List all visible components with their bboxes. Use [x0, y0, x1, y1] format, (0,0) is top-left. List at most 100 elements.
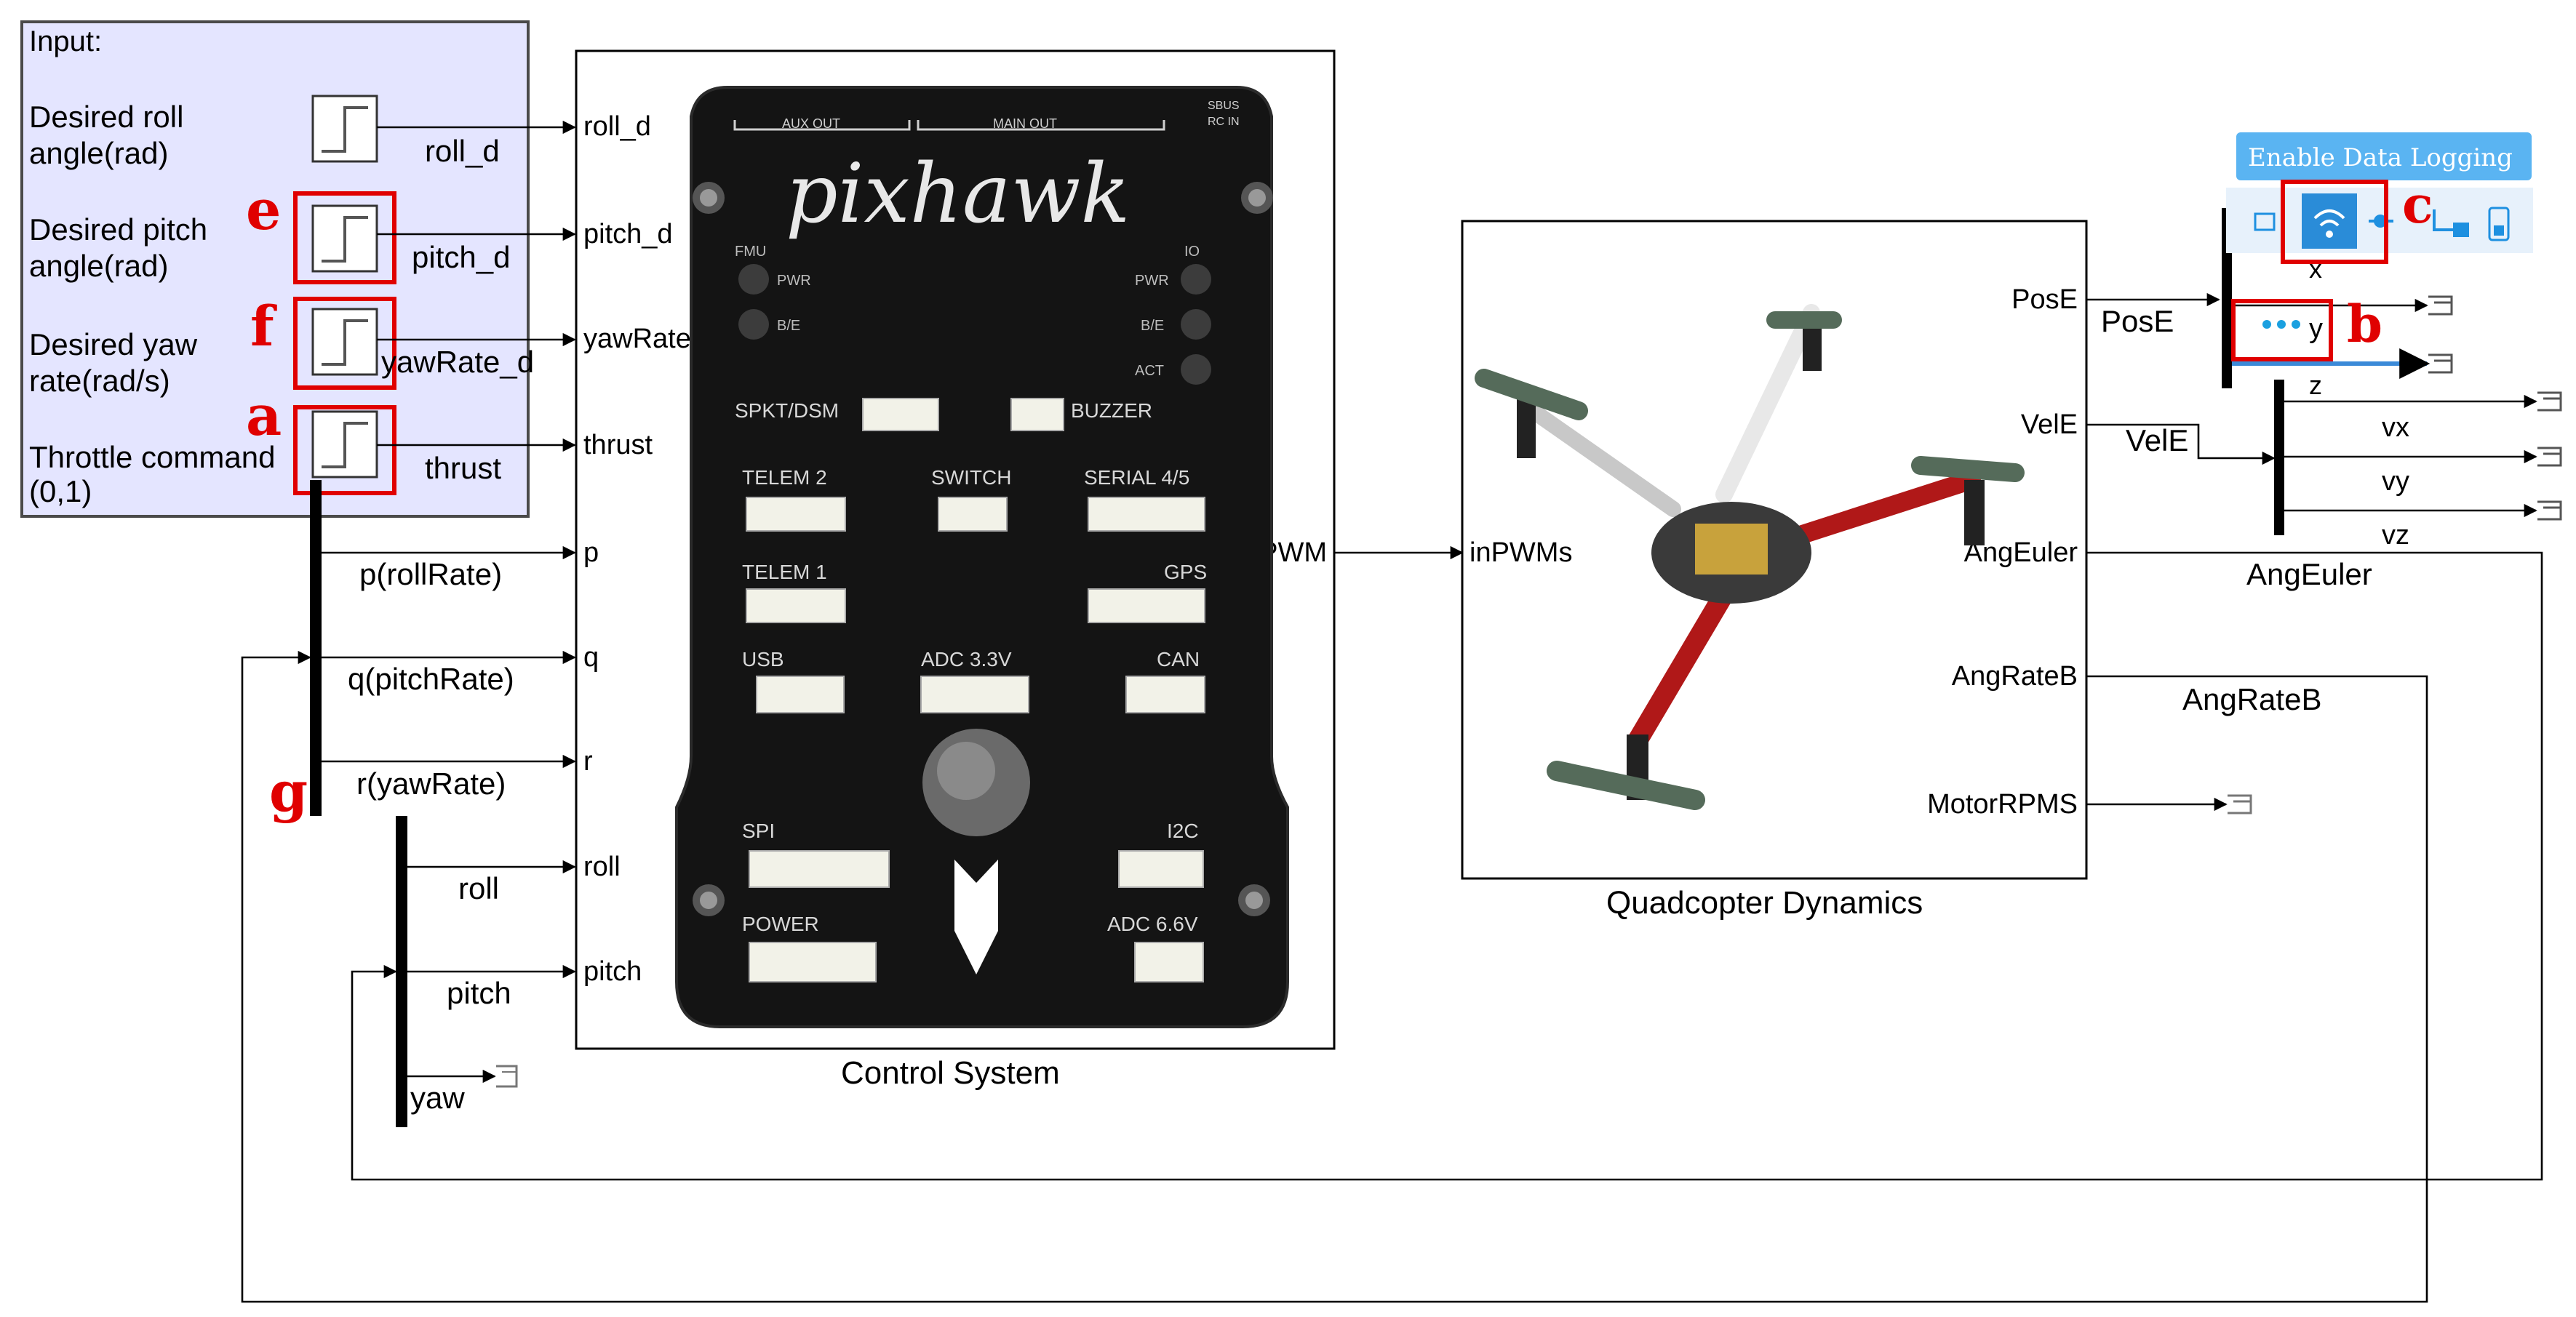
board-telem2: TELEM 2	[742, 466, 827, 489]
enable-data-logging-button[interactable]	[2236, 132, 2532, 180]
wire-vele	[2086, 423, 2276, 465]
input-panel: Input: Desired roll angle(rad) Desired p…	[20, 20, 530, 518]
vel-label-vz: vz	[2382, 520, 2409, 551]
cs-port-thrust: thrust	[583, 430, 653, 460]
board-power: POWER	[742, 913, 819, 935]
step-block-thrust[interactable]	[311, 410, 378, 479]
probe-icon[interactable]	[2488, 207, 2510, 241]
board-main-out: MAIN OUT	[993, 116, 1057, 131]
terminator-yaw	[496, 1065, 518, 1088]
pitch-desc-line2: angle(rad)	[29, 249, 168, 283]
bus-label-q: q(pitchRate)	[348, 662, 514, 696]
board-pwr-left: PWR	[777, 273, 811, 289]
highlight-box-e	[293, 191, 396, 284]
terminator-vy	[2537, 447, 2562, 467]
yaw-desc-line1: Desired yaw	[29, 327, 198, 361]
terminator-y	[2428, 295, 2453, 316]
annotation-c: c	[2402, 175, 2433, 235]
cs-port-roll-d: roll_d	[583, 111, 651, 142]
signal-y-badge[interactable]: y	[2262, 313, 2323, 344]
roll-desc-line2: angle(rad)	[29, 136, 168, 170]
annotation-e: e	[246, 177, 281, 242]
signal-label-thrust: thrust	[425, 451, 501, 485]
throttle-desc-line2: (0,1)	[29, 474, 92, 508]
cs-port-pitch: pitch	[583, 956, 642, 987]
annotation-b: b	[2347, 294, 2382, 354]
roll-desc-line1: Desired roll	[29, 100, 183, 134]
step-block-yaw[interactable]	[311, 308, 378, 376]
cs-port-q: q	[583, 642, 599, 673]
board-rc-in: RC IN	[1208, 116, 1240, 128]
signal-label-vele: VelE	[2126, 423, 2188, 457]
signal-select-icon[interactable]	[2369, 215, 2393, 228]
board-spkt: SPKT/DSM	[735, 399, 839, 422]
signal-label-yawrate-d: yawRate_d	[381, 345, 534, 379]
cs-port-roll: roll	[583, 852, 621, 882]
board-adc66: ADC 6.6V	[1107, 913, 1198, 935]
board-io: IO	[1184, 244, 1200, 260]
pos-label-y: y	[2309, 313, 2323, 344]
euler-label-roll: roll	[458, 871, 499, 905]
input-panel-title: Input:	[29, 25, 102, 57]
board-be-right: B/E	[1141, 318, 1164, 334]
bus-label-r: r(yawRate)	[356, 766, 506, 801]
signal-label-roll-d: roll_d	[425, 134, 500, 168]
board-gps: GPS	[1164, 561, 1207, 583]
toolbar-block-icon[interactable]	[2254, 212, 2276, 231]
yaw-desc-line2: rate(rad/s)	[29, 364, 170, 398]
bus-demux-rates[interactable]	[310, 480, 322, 816]
qd-port-vele: VelE	[2021, 409, 2078, 440]
board-switch: SWITCH	[931, 466, 1011, 489]
board-sbus: SBUS	[1208, 100, 1240, 112]
qd-port-inpwms: inPWMs	[1470, 537, 1572, 568]
signal-label-angeuler: AngEuler	[2246, 557, 2372, 591]
board-can: CAN	[1157, 648, 1200, 670]
board-spi: SPI	[742, 820, 775, 842]
signal-label-angrateb: AngRateB	[2182, 682, 2321, 716]
cs-port-pitch-d: pitch_d	[583, 219, 673, 249]
qd-port-pose: PosE	[2011, 284, 2078, 315]
control-system-title: Control System	[841, 1055, 1060, 1091]
wifi-logging-icon[interactable]	[2302, 193, 2357, 249]
annotation-a: a	[246, 383, 282, 448]
highlight-box-f	[293, 297, 396, 390]
terminator-z	[2428, 353, 2453, 374]
pos-label-z: z	[2309, 370, 2322, 400]
enable-data-logging-label: Enable Data Logging	[2248, 143, 2513, 172]
board-serial45: SERIAL 4/5	[1084, 466, 1189, 489]
cs-port-p: p	[583, 537, 599, 568]
signal-hierarchy-icon[interactable]	[2433, 209, 2469, 237]
board-brand: pixhawk	[786, 147, 1130, 241]
throttle-desc-line1: Throttle command	[29, 440, 275, 474]
step-block-pitch[interactable]	[311, 204, 378, 273]
board-be-left: B/E	[777, 318, 800, 334]
signal-label-pose: PosE	[2101, 304, 2174, 338]
wire-feedback-angeuler	[351, 551, 2543, 1181]
board-fmu: FMU	[735, 244, 766, 260]
vel-label-vx: vx	[2382, 412, 2409, 443]
board-buzzer: BUZZER	[1071, 399, 1152, 422]
vel-demux[interactable]	[2274, 380, 2284, 535]
board-pwr-right: PWR	[1135, 273, 1169, 289]
highlight-box-b	[2231, 299, 2333, 361]
board-usb: USB	[742, 648, 784, 670]
pos-label-x: x	[2309, 254, 2322, 284]
pixhawk-board-image: AUX OUT MAIN OUT SBUS RC IN pixhawk FMU …	[675, 86, 1289, 1028]
vel-label-vy: vy	[2382, 466, 2409, 497]
step-block-roll[interactable]	[311, 95, 378, 163]
bus-demux-euler[interactable]	[396, 816, 407, 1127]
wire-feedback-angrate	[241, 650, 2428, 1303]
terminator-vz	[2537, 500, 2562, 521]
board-i2c: I2C	[1167, 820, 1199, 842]
annotation-f: f	[250, 294, 277, 359]
qd-port-angrateb: AngRateB	[1952, 661, 2078, 692]
terminator-motorrpms	[2228, 794, 2252, 814]
annotation-g: g	[269, 759, 308, 824]
quadcopter-image	[1475, 304, 2025, 810]
quadcopter-dynamics-title: Quadcopter Dynamics	[1606, 885, 1923, 921]
board-telem1: TELEM 1	[742, 561, 827, 583]
signal-label-pitch-d: pitch_d	[412, 240, 510, 274]
highlight-box-c	[2281, 180, 2388, 264]
euler-label-pitch: pitch	[447, 976, 511, 1010]
